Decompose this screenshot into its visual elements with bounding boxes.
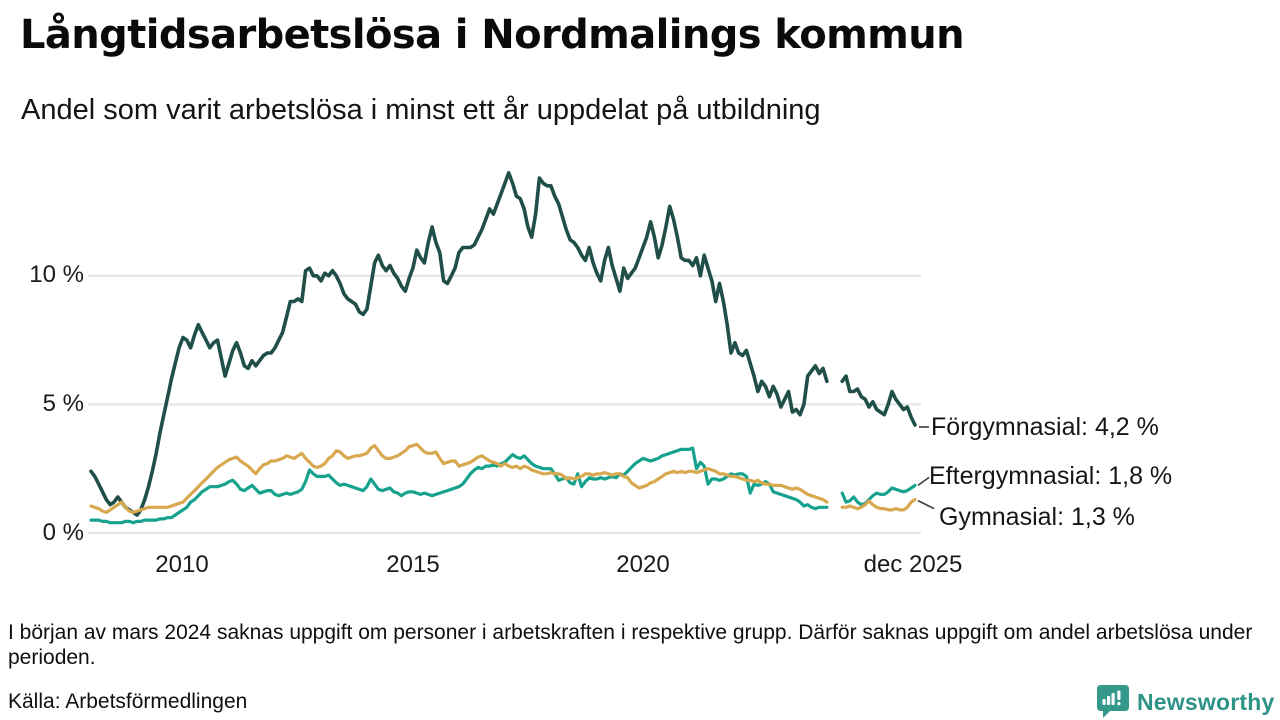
- source-attribution: Källa: Arbetsförmedlingen: [8, 690, 248, 713]
- footnote: I början av mars 2024 saknas uppgift om …: [8, 621, 1253, 670]
- x-axis-tick-2015: 2015: [386, 551, 440, 578]
- x-axis-tick-2020: 2020: [616, 551, 670, 578]
- y-axis-tick-5: 5 %: [42, 390, 84, 417]
- x-axis-tick-2010: 2010: [155, 551, 209, 578]
- label-connector: [917, 499, 935, 510]
- series-line-gymnasial: [89, 442, 917, 514]
- y-axis-tick-0: 0 %: [42, 519, 84, 546]
- newsworthy-logo: Newsworthy: [1097, 685, 1274, 719]
- series-label-gymnasial: Gymnasial: 1,3 %: [939, 503, 1135, 531]
- page-subtitle: Andel som varit arbetslösa i minst ett å…: [21, 94, 821, 126]
- series-line-förgymnasial: [89, 171, 917, 517]
- newsworthy-icon: [1097, 685, 1129, 718]
- label-connector: [917, 476, 930, 487]
- series-label-forgymnasial: Förgymnasial: 4,2 %: [931, 413, 1159, 441]
- y-axis-tick-10: 10 %: [29, 261, 84, 288]
- page-title: Långtidsarbetslösa i Nordmalings kommun: [20, 12, 965, 58]
- series-line-eftergymnasial: [89, 446, 917, 525]
- newsworthy-wordmark: Newsworthy: [1137, 688, 1275, 715]
- series-label-eftergymnasial: Eftergymnasial: 1,8 %: [929, 462, 1173, 490]
- x-axis-tick-dec2025: dec 2025: [863, 551, 963, 578]
